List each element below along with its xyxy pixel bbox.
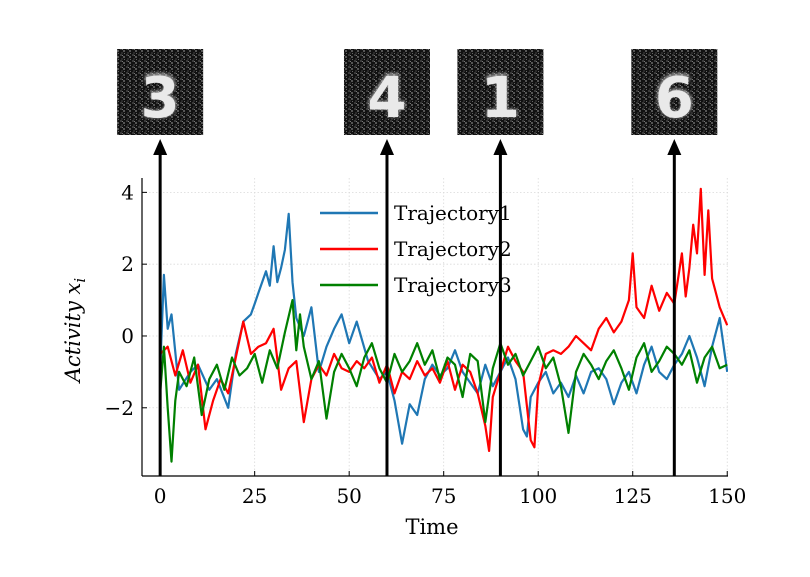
thumbnail-digit: 6 (655, 66, 694, 131)
thumbnail-background (117, 49, 204, 135)
digit-thumbnail-3: 33 (117, 49, 204, 135)
x-tick-label: 150 (708, 484, 746, 508)
digit-thumbnail-4: 44 (343, 49, 430, 135)
legend-label: Trajectory2 (394, 237, 512, 261)
annotation-arrowhead (667, 139, 682, 155)
thumbnail-background (631, 49, 718, 135)
y-axis-label: Activity xi (61, 278, 89, 384)
tick-labels: 0 25 50 75 100 125 150 −2 0 2 4 (105, 180, 747, 508)
y-axis-label-main: Activity x (61, 283, 85, 385)
thumbnail-digit: 4 (368, 66, 407, 131)
plot-lines (159, 187, 728, 463)
y-tick-label: 0 (121, 324, 134, 348)
series-line-1 (159, 212, 728, 445)
legend-label: Trajectory3 (394, 273, 512, 297)
y-tick-label: −2 (105, 396, 134, 420)
arrow-annotations (153, 139, 682, 476)
digit-thumbnail-6: 66 (631, 49, 718, 135)
x-tick-label: 50 (336, 484, 361, 508)
thumbnail-background (343, 49, 430, 135)
thumbnail-background (457, 49, 544, 135)
x-tick-label: 125 (614, 484, 652, 508)
thumbnail-digit: 1 (481, 66, 520, 131)
annotation-arrowhead (493, 139, 508, 155)
legend: Trajectory1 Trajectory2 Trajectory3 (320, 201, 512, 297)
axes (141, 178, 728, 477)
series-line-3 (159, 299, 728, 463)
annotation-arrowhead (379, 139, 394, 155)
thumbnail-glow: 3 (139, 62, 181, 132)
x-tick-label: 0 (154, 484, 167, 508)
y-axis-label-subscript: i (71, 278, 89, 283)
thumbnail-digit: 3 (141, 66, 180, 131)
x-tick-label: 100 (519, 484, 557, 508)
digit-thumbnail-1: 11 (457, 49, 544, 135)
x-tick-label: 25 (242, 484, 267, 508)
thumbnail-glow: 4 (366, 62, 408, 132)
series-line-2 (159, 187, 728, 452)
y-tick-label: 2 (121, 252, 134, 276)
digit-thumbnails: 33 44 11 66 (117, 49, 718, 135)
thumbnail-glow: 6 (653, 62, 695, 132)
annotation-arrowhead (153, 139, 168, 155)
x-tick-label: 75 (431, 484, 456, 508)
y-tick-label: 4 (121, 180, 134, 204)
x-axis-label: Time (405, 515, 458, 539)
thumbnail-glow: 1 (480, 62, 522, 132)
legend-label: Trajectory1 (394, 201, 512, 225)
